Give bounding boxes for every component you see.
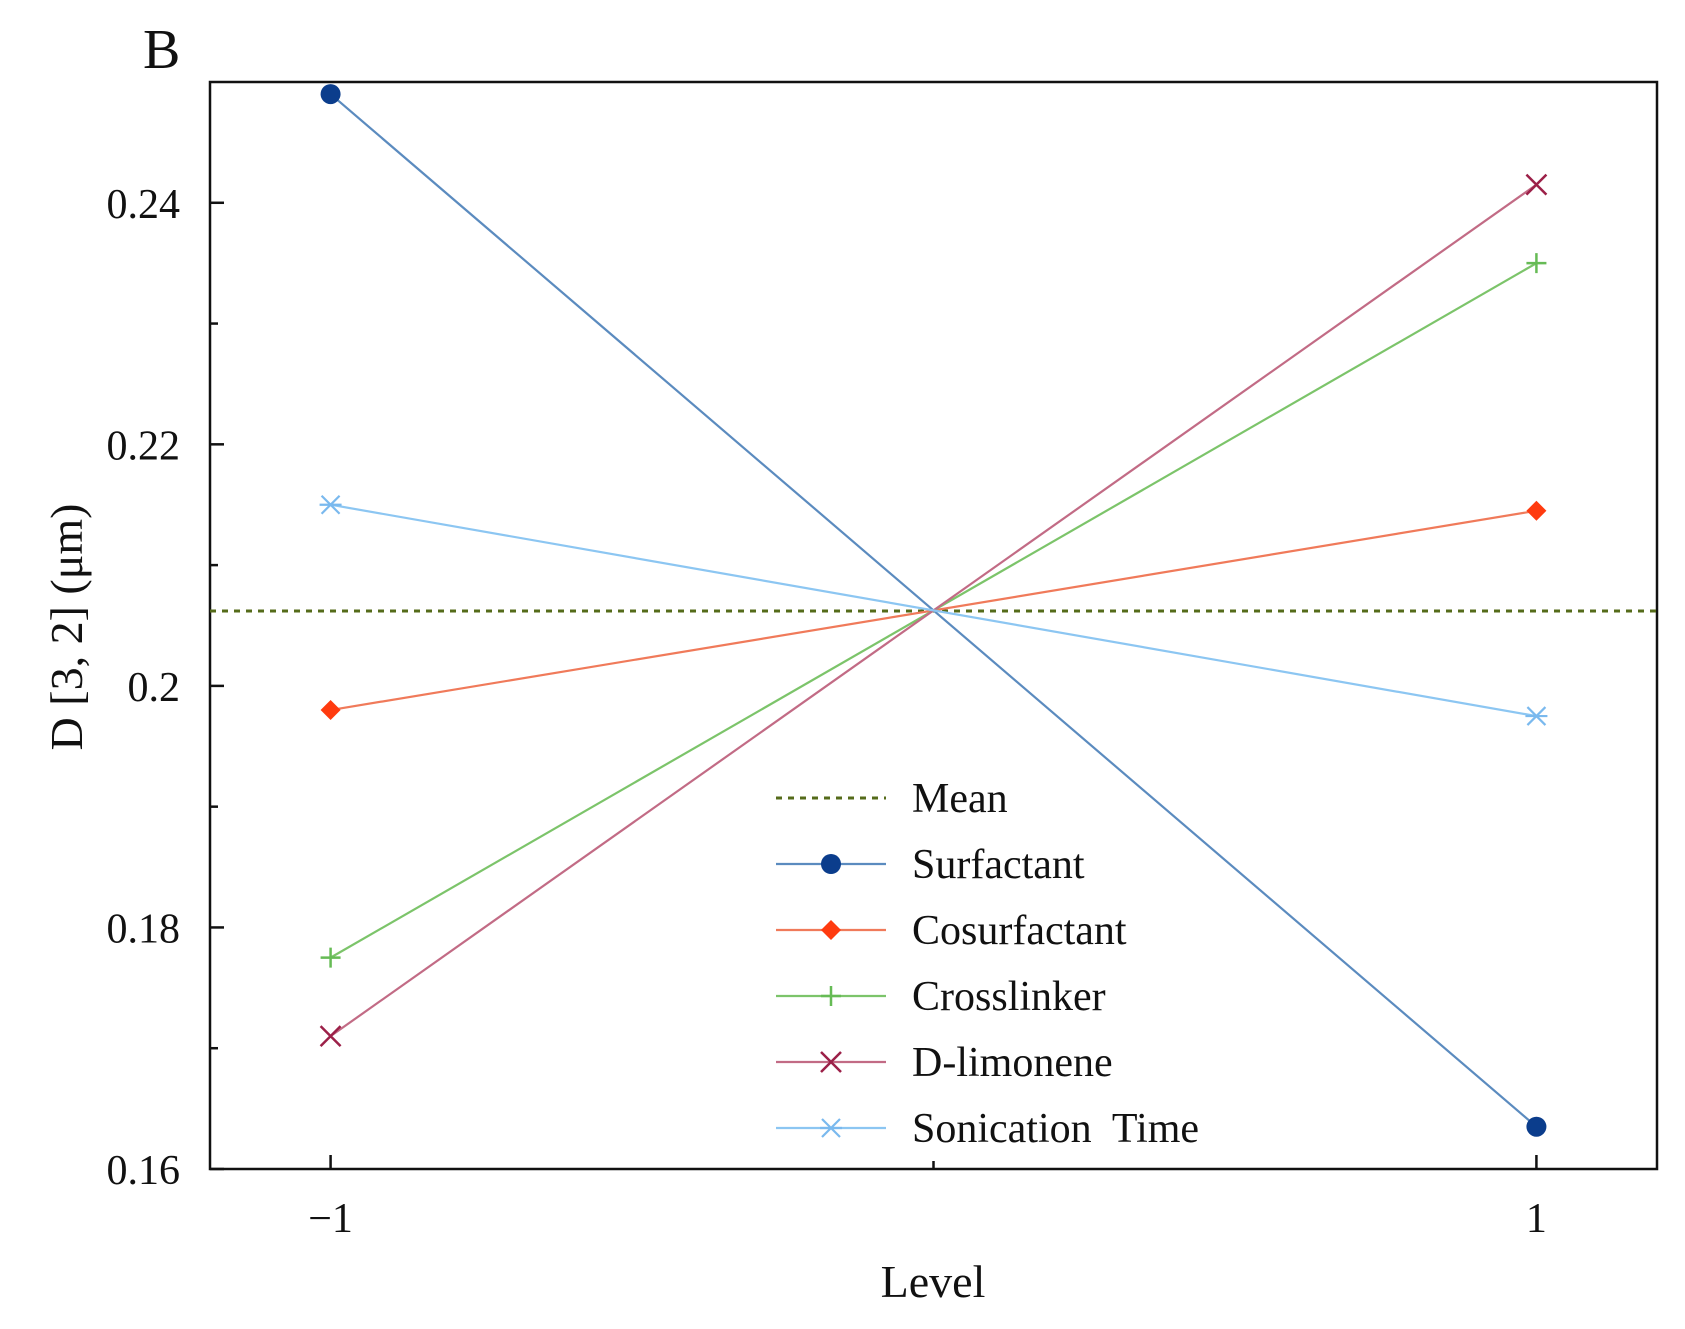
legend-label-crosslinker: Crosslinker: [912, 974, 1106, 1020]
y-tick-label: 0.24: [107, 182, 181, 228]
legend-label-surfactant: Surfactant: [912, 842, 1085, 888]
data-point-cosurfactant: [320, 700, 341, 721]
data-point-crosslinker: [1526, 253, 1547, 274]
legend-marker-crosslinker: [821, 986, 841, 1006]
data-point-d-limonene: [1525, 173, 1548, 196]
data-point-crosslinker: [320, 947, 341, 968]
x-tick-label: 1: [1526, 1196, 1547, 1242]
data-point-cosurfactant: [1526, 500, 1547, 521]
data-point-sonication-time: [1525, 706, 1548, 726]
data-point-sonication-time: [319, 494, 342, 515]
x-axis-label: Level: [881, 1256, 986, 1307]
y-tick-label: 0.16: [107, 1148, 181, 1194]
x-tick-label: −1: [308, 1196, 353, 1242]
legend-marker-d-limonene: [820, 1051, 842, 1073]
y-tick-label: 0.22: [107, 423, 181, 469]
legend-marker-sonication-time: [820, 1118, 842, 1138]
legend-marker-cosurfactant: [821, 920, 841, 940]
series-line-sonication-time: [330, 503, 1537, 718]
legend: Mean Surfactant Cosurfactant Crosslinker D-l…: [776, 776, 1199, 1152]
legend-label-mean: Mean: [912, 776, 1008, 822]
legend-label-sonication-time: Sonication Time: [912, 1106, 1199, 1152]
axis-ticks: 0.16 0.18 0.2 0.22 0.24 −1 1: [107, 182, 1547, 1242]
y-tick-label: 0.2: [128, 665, 181, 711]
legend-label-cosurfactant: Cosurfactant: [912, 908, 1127, 954]
data-point-surfactant: [1526, 1116, 1547, 1137]
legend-marker-surfactant: [821, 854, 841, 874]
legend-label-d-limonene: D-limonene: [912, 1040, 1113, 1086]
y-axis-label: D [3, 2] (μm): [41, 504, 92, 751]
data-point-surfactant: [320, 84, 341, 105]
data-point-d-limonene: [319, 1025, 342, 1048]
y-tick-label: 0.18: [107, 906, 181, 952]
panel-label: B: [143, 19, 180, 81]
plot-area: [210, 84, 1657, 1137]
